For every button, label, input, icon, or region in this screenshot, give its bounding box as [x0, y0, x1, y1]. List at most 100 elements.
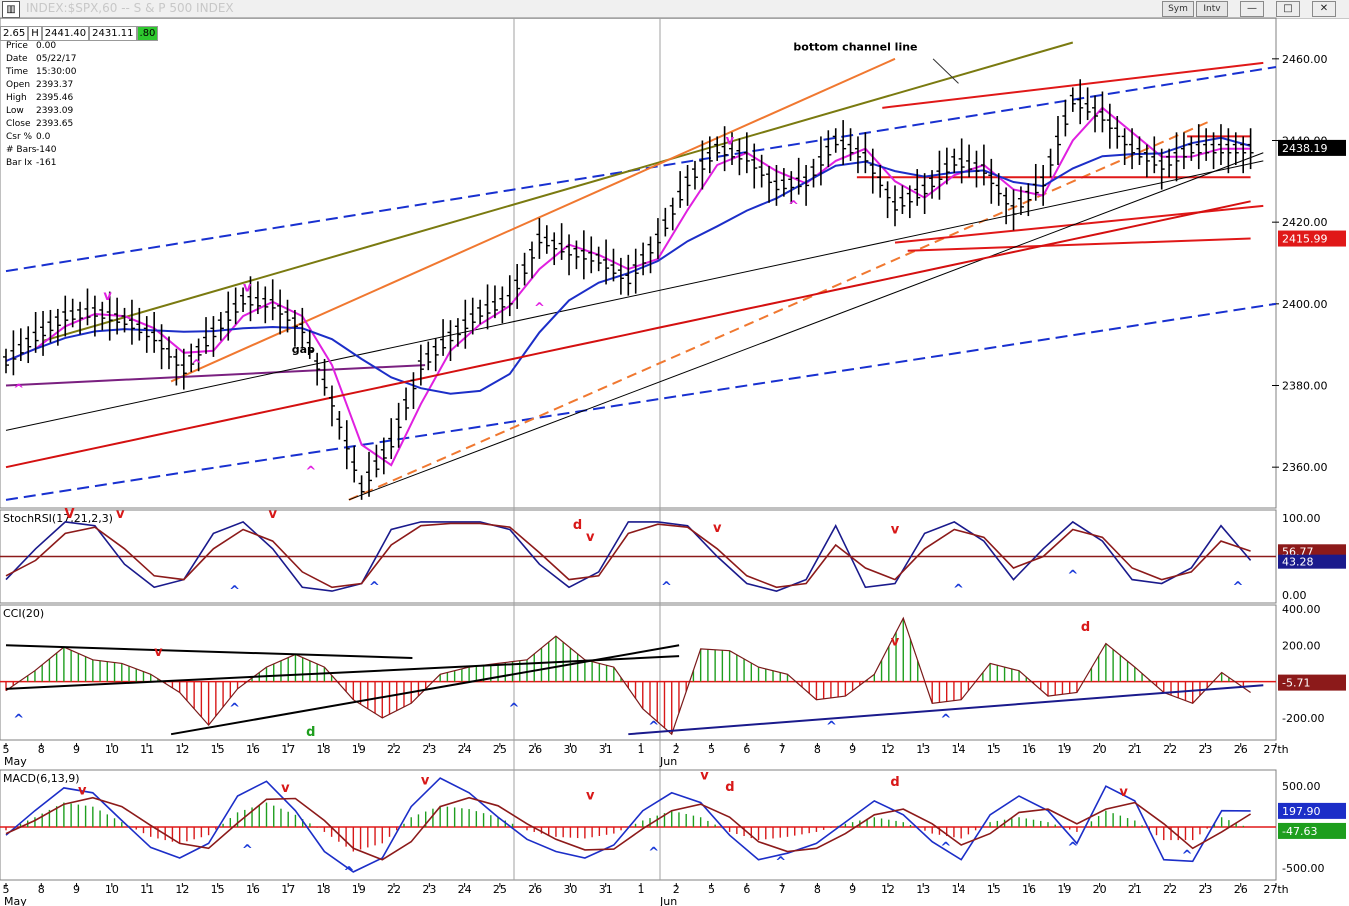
info-value: 2393.37 [36, 80, 74, 90]
ohlc-bar [1188, 136, 1195, 161]
cci-tick-label: -200.00 [1282, 712, 1324, 725]
macd-month-label: May [4, 895, 27, 906]
ohlc-bar [884, 181, 891, 219]
symbol-button[interactable]: Sym [1162, 1, 1194, 17]
bottom-channel-annotation: bottom channel line [793, 41, 917, 54]
data-window: Price 0.00 Date 05/22/17 Time 15:30:00 Open… [6, 40, 76, 170]
price-x-tick-label: 23 [1198, 743, 1212, 756]
close-button[interactable]: ✕ [1312, 1, 1336, 17]
ohlc-bar [314, 352, 321, 386]
ohlc-bar [1158, 148, 1165, 190]
ohlc-bar [269, 279, 276, 321]
ohlc-bar [403, 387, 410, 421]
price-x-tick-label: 11 [140, 743, 154, 756]
ohlc-bar [217, 312, 224, 341]
price-x-tick-label: 9 [849, 743, 856, 756]
ohlc-bar [151, 312, 158, 353]
ohlc-bar [1025, 183, 1032, 217]
cci-signal-marker: ^ [509, 701, 520, 716]
ohlc-bar [188, 343, 195, 373]
info-value: 2393.65 [36, 119, 74, 129]
ohlc-bar [143, 316, 150, 353]
macd-x-tick-label: 8 [38, 883, 45, 896]
ohlc-bar [121, 307, 128, 333]
cci-signal-marker: d [306, 725, 315, 740]
ohlc-bar [195, 338, 202, 372]
ohlc-bar [1143, 144, 1150, 178]
interval-button[interactable]: Intv [1196, 1, 1228, 17]
ohlc-bar [1003, 187, 1010, 225]
pane-frame-macd [0, 769, 1277, 881]
ohlc-bar [1032, 163, 1039, 201]
macd-x-tick-label: 5 [708, 883, 715, 896]
ohlc-bar [862, 132, 869, 174]
ohlc-bar [1092, 95, 1099, 133]
price-x-tick-label: 7 [779, 743, 786, 756]
macd-x-tick-label: 27th [1263, 883, 1288, 896]
ohlc-bar [128, 299, 135, 345]
info-row-low: Low 2393.09 [6, 105, 76, 118]
info-row-bars: # Bars-140 [6, 144, 76, 157]
ohlc-bar [677, 171, 684, 208]
ohlc-bar [869, 148, 876, 194]
macd-x-tick-label: 10 [105, 883, 119, 896]
ohlc-bar [136, 307, 143, 341]
ohlc-bar [773, 165, 780, 206]
macd-x-tick-label: 6 [743, 883, 750, 896]
stochrsi-badge-label: 43.28 [1282, 556, 1314, 569]
macd-series-1 [5, 796, 1252, 861]
stochrsi-signal-marker: ^ [661, 580, 672, 595]
ohlc-bar [1062, 99, 1069, 137]
ohlc-bar [751, 143, 758, 189]
ohlc-bar [1114, 116, 1121, 149]
ohlc-bar [203, 317, 210, 354]
ohlc-bar [291, 309, 298, 347]
maximize-button[interactable]: □ [1276, 1, 1300, 17]
ohlc-bar [277, 289, 284, 335]
ohlc-bar [158, 324, 165, 370]
price-tick-label: 2400.00 [1282, 298, 1328, 311]
ohlc-bar [721, 126, 728, 172]
macd-x-tick-label: 12 [175, 883, 189, 896]
ohlc-bar [729, 132, 736, 165]
macd-badge-label: 197.90 [1282, 805, 1321, 818]
macd-x-tick-label: 22 [1163, 883, 1177, 896]
ohlc-bar [388, 418, 395, 459]
ohlc-bar [62, 295, 69, 337]
macd-signal-marker: v [1119, 785, 1128, 800]
cci-line [5, 616, 1251, 736]
price-signal-marker: v [103, 289, 112, 304]
ohlc-bar [825, 130, 832, 168]
ohlc-bar [899, 185, 906, 214]
ohlc-bar [1173, 132, 1180, 182]
ohlc-bar [847, 128, 854, 161]
macd-series-0 [5, 777, 1251, 873]
macd-x-tick-label: 19 [1057, 883, 1071, 896]
price-x-tick-label: 6 [743, 743, 750, 756]
price-signal-marker: ^ [534, 301, 545, 316]
price-x-tick-label: 21 [1128, 743, 1142, 756]
price-month-label: May [4, 755, 27, 768]
ohlc-bar [484, 284, 491, 330]
ohlc-bar [225, 291, 232, 341]
stochrsi-signal-marker: v [268, 507, 277, 522]
info-row-csr: Csr % 0.0 [6, 131, 76, 144]
quote-cell-last: .80 [136, 26, 159, 41]
ohlc-bar [528, 241, 535, 279]
minimize-button[interactable]: — [1240, 1, 1264, 17]
macd-x-tick-label: 7 [779, 883, 786, 896]
ohlc-bar [77, 301, 84, 335]
cci-signal-marker: d [1081, 620, 1090, 635]
ohlc-bar [210, 316, 217, 357]
stochrsi-series-0 [5, 520, 1252, 592]
info-value: 2393.09 [36, 106, 74, 116]
ohlc-bar [40, 310, 47, 356]
ohlc-bar [173, 348, 180, 386]
ohlc-bar [973, 150, 980, 188]
macd-x-tick-label: 9 [73, 883, 80, 896]
cci-tick-label: 400.00 [1282, 603, 1321, 616]
macd-x-tick-label: 15 [987, 883, 1001, 896]
quote-cell-high: 2441.40 [41, 26, 90, 41]
macd-tick-label: -500.00 [1282, 862, 1324, 875]
